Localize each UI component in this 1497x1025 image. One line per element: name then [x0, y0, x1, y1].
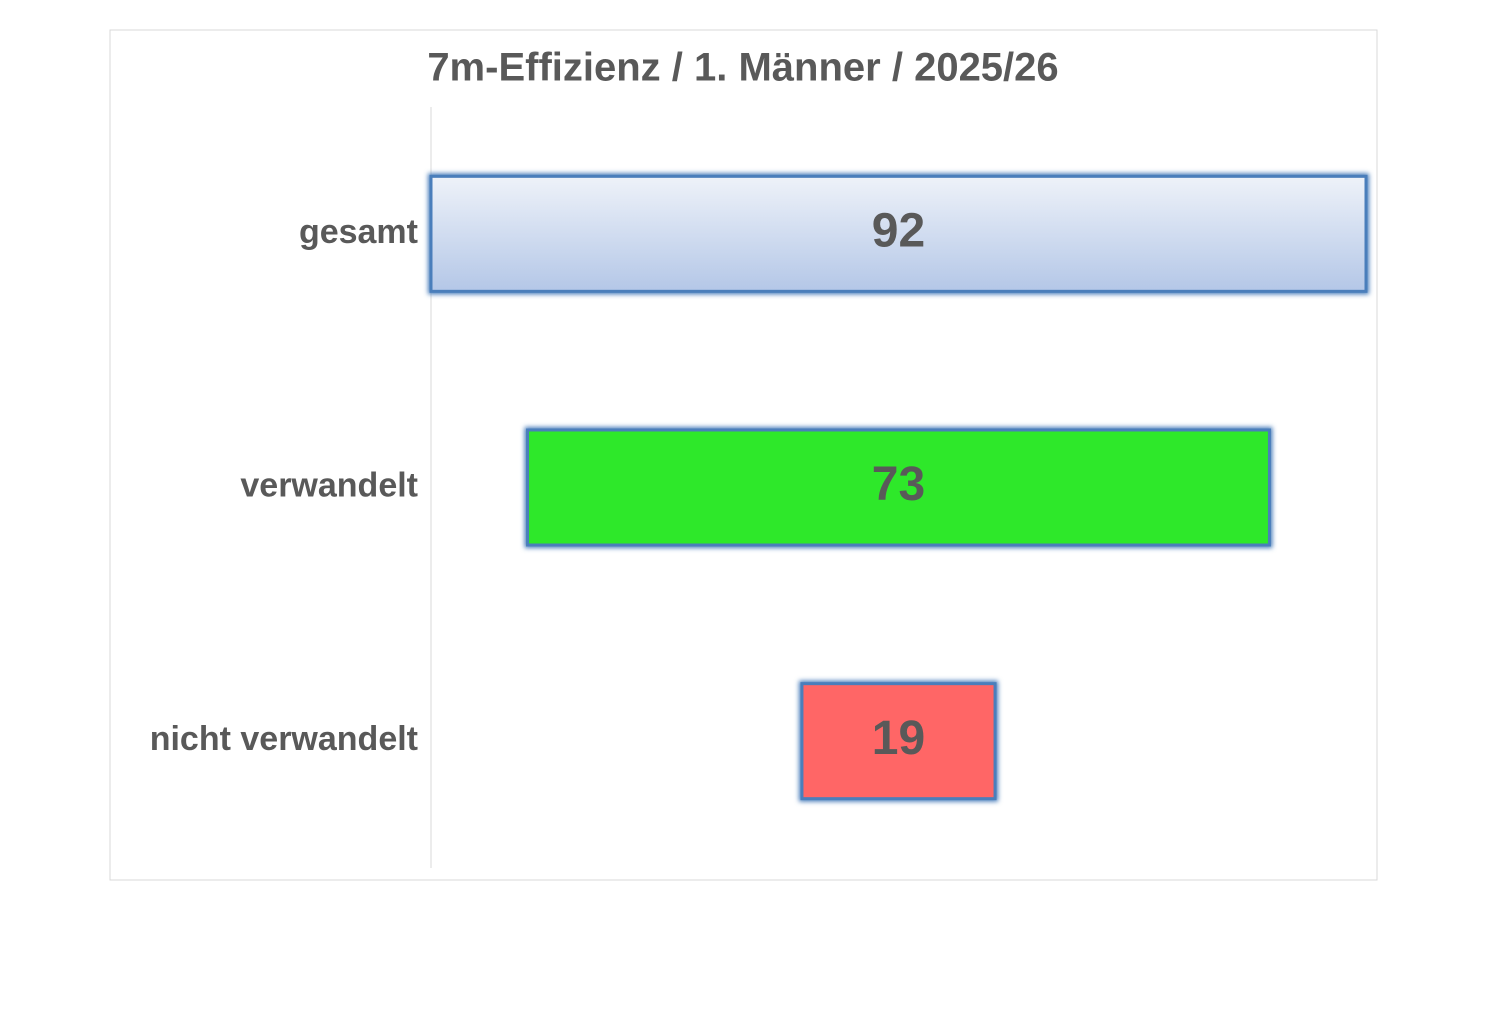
bar — [800, 682, 997, 801]
category-label: gesamt — [299, 213, 418, 251]
data-label: 19 — [872, 712, 925, 765]
data-label: 92 — [872, 205, 925, 258]
category-label: nicht verwandelt — [150, 720, 418, 758]
category-label: verwandelt — [240, 466, 418, 504]
bar — [526, 428, 1271, 547]
data-label: 73 — [872, 458, 925, 511]
chart-title: 7m-Effizienz / 1. Männer / 2025/26 — [427, 46, 1058, 90]
bar — [429, 174, 1368, 293]
